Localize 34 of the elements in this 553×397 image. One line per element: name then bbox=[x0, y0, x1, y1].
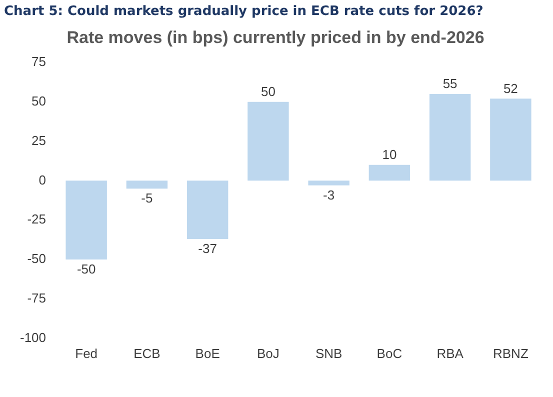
y-tick-label: 0 bbox=[38, 172, 46, 188]
y-tick-label: 75 bbox=[32, 54, 46, 69]
y-tick-label: -50 bbox=[27, 251, 46, 266]
y-tick-label: -75 bbox=[27, 290, 46, 306]
data-label: -37 bbox=[198, 241, 217, 256]
x-tick-label: BoE bbox=[195, 346, 220, 361]
chart-title: Chart 5: Could markets gradually price in ECB rate cuts for 2026? bbox=[4, 4, 484, 19]
bar bbox=[186, 180, 228, 240]
chart-subtitle: Rate moves (in bps) currently priced in by end-2026 bbox=[66, 28, 484, 47]
x-tick-label: BoJ bbox=[256, 346, 280, 361]
bar bbox=[490, 98, 532, 181]
bar bbox=[248, 102, 289, 181]
y-tick-label: -25 bbox=[27, 212, 46, 227]
data-label: 50 bbox=[260, 84, 276, 99]
data-label: 10 bbox=[382, 146, 397, 162]
data-label: 52 bbox=[503, 80, 518, 96]
x-tick-label: Fed bbox=[75, 346, 98, 361]
y-tick-label: 50 bbox=[32, 93, 46, 108]
bar bbox=[66, 180, 107, 260]
y-tick-label: -100 bbox=[20, 330, 46, 345]
bar bbox=[126, 180, 168, 189]
x-tick-label: RBA bbox=[436, 346, 464, 361]
x-tick-label: ECB bbox=[134, 346, 160, 361]
bar bbox=[429, 94, 471, 181]
data-label: -3 bbox=[323, 187, 335, 202]
data-label: 55 bbox=[442, 76, 458, 92]
data-label: -50 bbox=[76, 262, 96, 277]
x-tick-label: SNB bbox=[315, 346, 342, 361]
bar bbox=[368, 164, 410, 181]
x-tick-label: RBNZ bbox=[492, 346, 528, 361]
y-tick-label: 25 bbox=[32, 132, 46, 148]
bar bbox=[308, 180, 350, 186]
data-label: -5 bbox=[141, 190, 153, 206]
x-tick-label: BoC bbox=[376, 346, 402, 361]
